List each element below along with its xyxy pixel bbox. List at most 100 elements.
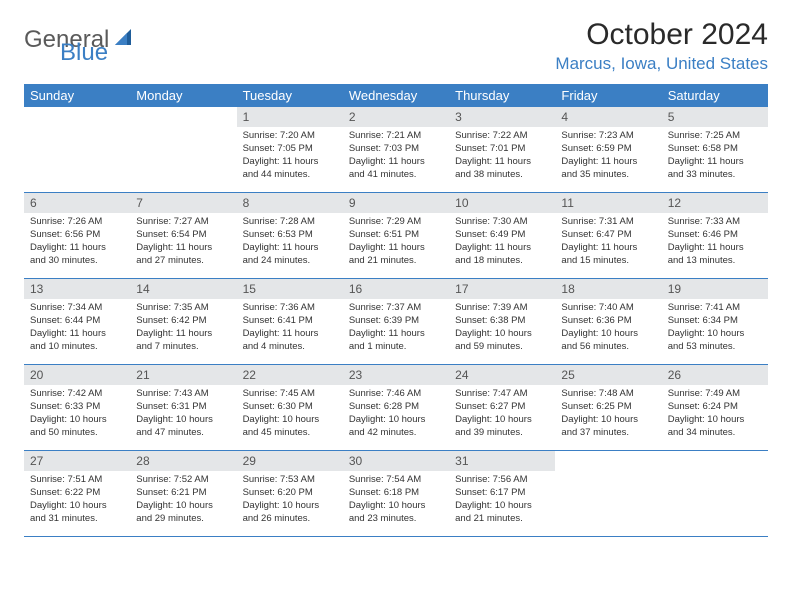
sunrise-text: Sunrise: 7:30 AM	[455, 216, 549, 229]
daylight-text: Daylight: 11 hours and 10 minutes.	[30, 328, 124, 354]
day-number: 31	[449, 451, 555, 471]
day-number: 14	[130, 279, 236, 299]
day-cell: 9Sunrise: 7:29 AMSunset: 6:51 PMDaylight…	[343, 193, 449, 279]
day-cell: 24Sunrise: 7:47 AMSunset: 6:27 PMDayligh…	[449, 365, 555, 451]
sunset-text: Sunset: 6:34 PM	[668, 315, 762, 328]
day-details: Sunrise: 7:36 AMSunset: 6:41 PMDaylight:…	[237, 299, 343, 357]
day-number: 20	[24, 365, 130, 385]
daylight-text: Daylight: 10 hours and 47 minutes.	[136, 414, 230, 440]
daylight-text: Daylight: 11 hours and 1 minute.	[349, 328, 443, 354]
sunrise-text: Sunrise: 7:45 AM	[243, 388, 337, 401]
day-details: Sunrise: 7:31 AMSunset: 6:47 PMDaylight:…	[555, 213, 661, 271]
day-details: Sunrise: 7:42 AMSunset: 6:33 PMDaylight:…	[24, 385, 130, 443]
logo-sail-icon	[113, 27, 135, 54]
day-number: 15	[237, 279, 343, 299]
day-number: 19	[662, 279, 768, 299]
sunset-text: Sunset: 6:27 PM	[455, 401, 549, 414]
day-cell: 23Sunrise: 7:46 AMSunset: 6:28 PMDayligh…	[343, 365, 449, 451]
sunrise-text: Sunrise: 7:43 AM	[136, 388, 230, 401]
day-cell: 11Sunrise: 7:31 AMSunset: 6:47 PMDayligh…	[555, 193, 661, 279]
sunset-text: Sunset: 6:59 PM	[561, 143, 655, 156]
sunrise-text: Sunrise: 7:34 AM	[30, 302, 124, 315]
day-details: Sunrise: 7:35 AMSunset: 6:42 PMDaylight:…	[130, 299, 236, 357]
daylight-text: Daylight: 11 hours and 38 minutes.	[455, 156, 549, 182]
sunrise-text: Sunrise: 7:56 AM	[455, 474, 549, 487]
daylight-text: Daylight: 10 hours and 31 minutes.	[30, 500, 124, 526]
sunset-text: Sunset: 6:21 PM	[136, 487, 230, 500]
empty-cell	[662, 451, 768, 537]
sunset-text: Sunset: 6:30 PM	[243, 401, 337, 414]
day-cell: 15Sunrise: 7:36 AMSunset: 6:41 PMDayligh…	[237, 279, 343, 365]
daylight-text: Daylight: 11 hours and 30 minutes.	[30, 242, 124, 268]
empty-cell	[24, 107, 130, 193]
sunset-text: Sunset: 6:41 PM	[243, 315, 337, 328]
sunset-text: Sunset: 6:39 PM	[349, 315, 443, 328]
sunrise-text: Sunrise: 7:54 AM	[349, 474, 443, 487]
daylight-text: Daylight: 10 hours and 26 minutes.	[243, 500, 337, 526]
day-details: Sunrise: 7:47 AMSunset: 6:27 PMDaylight:…	[449, 385, 555, 443]
location-label: Marcus, Iowa, United States	[555, 54, 768, 74]
empty-cell	[130, 107, 236, 193]
day-cell: 16Sunrise: 7:37 AMSunset: 6:39 PMDayligh…	[343, 279, 449, 365]
day-details: Sunrise: 7:48 AMSunset: 6:25 PMDaylight:…	[555, 385, 661, 443]
day-details: Sunrise: 7:25 AMSunset: 6:58 PMDaylight:…	[662, 127, 768, 185]
day-number: 13	[24, 279, 130, 299]
logo-text-blue: Blue	[60, 39, 108, 67]
day-details: Sunrise: 7:39 AMSunset: 6:38 PMDaylight:…	[449, 299, 555, 357]
sunrise-text: Sunrise: 7:28 AM	[243, 216, 337, 229]
day-number: 23	[343, 365, 449, 385]
day-details: Sunrise: 7:43 AMSunset: 6:31 PMDaylight:…	[130, 385, 236, 443]
day-number: 8	[237, 193, 343, 213]
sunrise-text: Sunrise: 7:36 AM	[243, 302, 337, 315]
sunrise-text: Sunrise: 7:47 AM	[455, 388, 549, 401]
empty-cell	[555, 451, 661, 537]
day-number: 21	[130, 365, 236, 385]
sunset-text: Sunset: 6:28 PM	[349, 401, 443, 414]
day-number: 5	[662, 107, 768, 127]
day-details: Sunrise: 7:20 AMSunset: 7:05 PMDaylight:…	[237, 127, 343, 185]
sunset-text: Sunset: 6:31 PM	[136, 401, 230, 414]
day-number: 22	[237, 365, 343, 385]
day-details: Sunrise: 7:52 AMSunset: 6:21 PMDaylight:…	[130, 471, 236, 529]
sunset-text: Sunset: 6:54 PM	[136, 229, 230, 242]
daylight-text: Daylight: 11 hours and 7 minutes.	[136, 328, 230, 354]
sunrise-text: Sunrise: 7:51 AM	[30, 474, 124, 487]
day-cell: 29Sunrise: 7:53 AMSunset: 6:20 PMDayligh…	[237, 451, 343, 537]
day-number: 2	[343, 107, 449, 127]
day-cell: 30Sunrise: 7:54 AMSunset: 6:18 PMDayligh…	[343, 451, 449, 537]
day-number: 27	[24, 451, 130, 471]
day-details: Sunrise: 7:21 AMSunset: 7:03 PMDaylight:…	[343, 127, 449, 185]
daylight-text: Daylight: 11 hours and 35 minutes.	[561, 156, 655, 182]
day-number: 17	[449, 279, 555, 299]
day-number: 11	[555, 193, 661, 213]
sunrise-text: Sunrise: 7:31 AM	[561, 216, 655, 229]
sunset-text: Sunset: 6:36 PM	[561, 315, 655, 328]
sunrise-text: Sunrise: 7:27 AM	[136, 216, 230, 229]
sunrise-text: Sunrise: 7:22 AM	[455, 130, 549, 143]
sunrise-text: Sunrise: 7:53 AM	[243, 474, 337, 487]
daylight-text: Daylight: 11 hours and 18 minutes.	[455, 242, 549, 268]
day-cell: 31Sunrise: 7:56 AMSunset: 6:17 PMDayligh…	[449, 451, 555, 537]
day-number: 25	[555, 365, 661, 385]
sunset-text: Sunset: 6:51 PM	[349, 229, 443, 242]
sunset-text: Sunset: 6:22 PM	[30, 487, 124, 500]
daylight-text: Daylight: 10 hours and 53 minutes.	[668, 328, 762, 354]
sunrise-text: Sunrise: 7:29 AM	[349, 216, 443, 229]
daylight-text: Daylight: 10 hours and 42 minutes.	[349, 414, 443, 440]
daylight-text: Daylight: 11 hours and 21 minutes.	[349, 242, 443, 268]
sunset-text: Sunset: 6:17 PM	[455, 487, 549, 500]
sunset-text: Sunset: 7:03 PM	[349, 143, 443, 156]
sunrise-text: Sunrise: 7:39 AM	[455, 302, 549, 315]
day-number: 26	[662, 365, 768, 385]
day-details: Sunrise: 7:27 AMSunset: 6:54 PMDaylight:…	[130, 213, 236, 271]
day-details: Sunrise: 7:45 AMSunset: 6:30 PMDaylight:…	[237, 385, 343, 443]
day-details: Sunrise: 7:26 AMSunset: 6:56 PMDaylight:…	[24, 213, 130, 271]
column-header: Friday	[555, 84, 661, 107]
day-details: Sunrise: 7:30 AMSunset: 6:49 PMDaylight:…	[449, 213, 555, 271]
day-cell: 3Sunrise: 7:22 AMSunset: 7:01 PMDaylight…	[449, 107, 555, 193]
day-number: 1	[237, 107, 343, 127]
day-details: Sunrise: 7:51 AMSunset: 6:22 PMDaylight:…	[24, 471, 130, 529]
day-details: Sunrise: 7:23 AMSunset: 6:59 PMDaylight:…	[555, 127, 661, 185]
sunset-text: Sunset: 6:47 PM	[561, 229, 655, 242]
sunrise-text: Sunrise: 7:35 AM	[136, 302, 230, 315]
